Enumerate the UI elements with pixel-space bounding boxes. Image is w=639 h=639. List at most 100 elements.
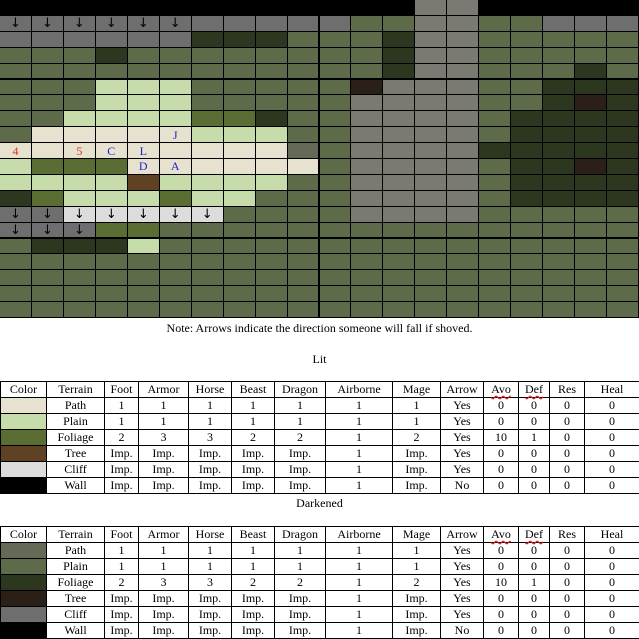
table-cell: Imp. [393,446,441,462]
map-cell [160,48,192,64]
map-cell: ↓ [96,207,128,223]
down-arrow-icon: ↓ [10,1,21,14]
map-cell [479,254,511,270]
map-cell: ↓ [64,16,96,32]
map-cell [32,111,64,127]
table-cell: Imp. [232,607,275,623]
column-header: Res [550,527,585,543]
map-cell [128,302,160,318]
map-cell [64,254,96,270]
table-cell: Imp. [105,446,139,462]
map-cell: ↓ [160,207,192,223]
map-cell [351,175,383,191]
map-cell [575,223,607,239]
map-cell [479,159,511,175]
unit-marker: 4 [12,145,18,157]
map-cell [64,48,96,64]
map-cell [351,223,383,239]
table-cell: 0 [550,478,585,494]
map-cell [543,80,575,96]
table-cell: 1 [326,575,393,591]
map-cell [607,223,639,239]
map-cell [607,111,639,127]
map-cell [511,159,543,175]
column-header: Def [519,527,550,543]
map-cell [320,80,352,96]
map-cell [224,223,256,239]
down-arrow-icon: ↓ [170,208,181,221]
map-cell [320,127,352,143]
down-arrow-icon: ↓ [138,1,149,14]
table-cell: Yes [441,607,484,623]
map-cell [543,111,575,127]
table-cell: Imp. [189,607,232,623]
map-cell [607,175,639,191]
table-cell: Imp. [393,591,441,607]
map-cell [511,175,543,191]
table-cell: 0 [519,559,550,575]
table-cell: 0 [519,414,550,430]
table-cell: 1 [326,591,393,607]
column-header: Foot [105,382,139,398]
map-cell [96,270,128,286]
table-cell: 1 [275,559,326,575]
column-header: Avo [484,527,519,543]
table-cell: Path [47,398,105,414]
map-cell [224,270,256,286]
map-cell [320,64,352,80]
map-cell [64,95,96,111]
map-cell [256,16,288,32]
map-cell [447,48,479,64]
table-cell: 1 [326,607,393,623]
table-cell: Imp. [189,462,232,478]
map-cell [320,239,352,255]
map-cell [224,254,256,270]
column-header: Def [519,382,550,398]
map-cell [256,111,288,127]
map-cell [383,64,415,80]
map-cell [447,32,479,48]
table-cell: 2 [275,430,326,446]
map-cell [447,286,479,302]
table-cell: 0 [550,430,585,446]
map-cell [607,64,639,80]
color-swatch [1,398,47,414]
table-cell: Imp. [275,623,326,639]
down-arrow-icon: ↓ [106,1,117,14]
table-cell: Imp. [189,446,232,462]
map-cell [351,111,383,127]
table-cell: Yes [441,430,484,446]
map-cell: ↓ [0,223,32,239]
map-cell [32,239,64,255]
map-cell [96,286,128,302]
map-cell [64,159,96,175]
map-cell [256,239,288,255]
down-arrow-icon: ↓ [10,224,21,237]
down-arrow-icon: ↓ [42,208,53,221]
table-cell: 1 [105,559,139,575]
down-arrow-icon: ↓ [74,1,85,14]
map-cell [575,80,607,96]
map-cell: ↓ [64,207,96,223]
map-cell [479,80,511,96]
map-cell [64,175,96,191]
map-cell [383,32,415,48]
map-cell [607,32,639,48]
map-cell [447,175,479,191]
map-cell [96,239,128,255]
table-cell: 0 [585,478,639,494]
map-cell [192,254,224,270]
map-cell [224,64,256,80]
map-cell [192,286,224,302]
map-cell [320,223,352,239]
map-cell [96,223,128,239]
table-cell: 0 [550,398,585,414]
table-cell: 1 [326,462,393,478]
map-cell: ↓ [288,0,320,16]
map-cell [64,80,96,96]
map-cell [479,48,511,64]
